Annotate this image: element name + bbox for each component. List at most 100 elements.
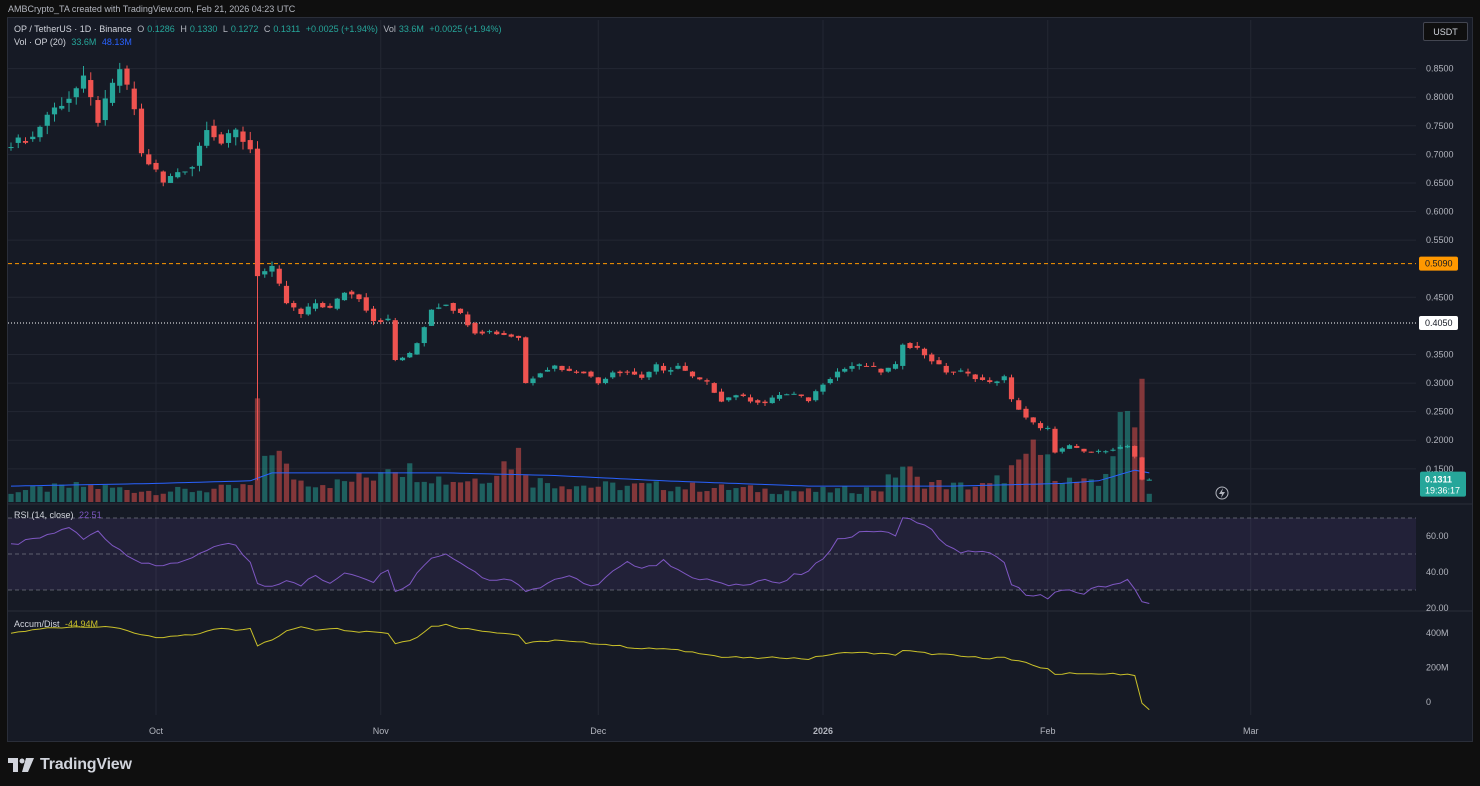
candle-body [370, 308, 377, 322]
candle-body [798, 394, 804, 396]
candle-body [269, 265, 275, 272]
volume-bar [88, 485, 94, 502]
volume-bar [805, 488, 812, 502]
rsi-tick-label: 60.00 [1426, 531, 1449, 541]
candle-body [544, 369, 551, 372]
candle-body [15, 137, 21, 143]
candle-body [791, 393, 797, 395]
alert-lightning-icon [1215, 486, 1229, 500]
candlesticks [8, 62, 1152, 481]
candle-body [631, 371, 638, 375]
candle-body [407, 352, 413, 358]
volume-bar [892, 477, 899, 502]
volume-bar [1016, 459, 1022, 502]
currency-unit-button[interactable]: USDT [1423, 22, 1468, 41]
chart-frame[interactable] [7, 17, 1473, 742]
candle-body [399, 357, 406, 361]
volume-bar [1074, 481, 1080, 502]
volume-bar [653, 481, 659, 502]
volume-bar [921, 488, 928, 502]
volume-bar [581, 485, 587, 502]
candle-body [182, 171, 188, 173]
candle-body [624, 371, 630, 373]
candle-body [1081, 448, 1087, 452]
volume-bar [146, 490, 152, 502]
volume-bar [784, 490, 790, 502]
volume-bar [588, 487, 594, 502]
candle-body [320, 303, 326, 308]
candle-body [486, 331, 493, 333]
volume-bar [182, 488, 188, 502]
volume-bar [813, 491, 819, 502]
tradingview-logo-icon [8, 758, 34, 772]
volume-bar [958, 482, 964, 502]
volume-bar [327, 488, 333, 502]
volume-bar [349, 481, 355, 502]
volume-bar [1132, 427, 1138, 502]
volume-bar [167, 491, 174, 502]
volume-bar [1023, 453, 1029, 502]
candle-body [530, 378, 536, 384]
volume-bar [421, 481, 427, 502]
volume-bar [436, 476, 442, 502]
candle-body [443, 304, 449, 306]
brand-name: TradingView [40, 756, 132, 773]
volume-bar [305, 486, 311, 502]
price-countdown-label: 19:36:17 [1425, 486, 1460, 496]
volume-bar [276, 450, 282, 502]
volume-bar [407, 463, 413, 502]
candle-body [827, 379, 833, 384]
volume-indicator-label: Vol · OP (20) [14, 37, 66, 47]
ad-tick-label: 400M [1426, 628, 1449, 638]
volume-bar [494, 475, 500, 502]
candle-body [711, 383, 717, 393]
volume-bar [22, 490, 29, 502]
candle-body [37, 126, 43, 138]
volume-bar [1037, 454, 1044, 502]
volume-bar [378, 472, 384, 502]
volume-bar [131, 492, 137, 502]
candle-body [1016, 400, 1022, 410]
candle-body [755, 400, 761, 403]
volume-bar [465, 481, 471, 502]
credit-text: AMBCrypto_TA created with TradingView.co… [8, 4, 296, 14]
candle-body [740, 394, 746, 397]
candle-body [1124, 445, 1131, 448]
candle-body [457, 308, 464, 313]
candle-body [921, 348, 928, 356]
rsi-line [10, 517, 1150, 604]
candle-body [595, 377, 601, 384]
candle-body [617, 371, 623, 374]
volume-bar [59, 484, 65, 502]
candle-body [581, 371, 587, 374]
volume-bar [769, 493, 775, 502]
volume-ma-value: 48.13M [101, 37, 132, 47]
volume-bar [943, 489, 949, 502]
high-label: H [180, 24, 187, 34]
ad-line [10, 623, 1150, 711]
volume-bar [675, 486, 681, 502]
volume-bar [138, 491, 145, 502]
volume-bar [225, 484, 232, 502]
candle-body [124, 68, 130, 85]
vol-label: Vol [383, 24, 396, 34]
volume-bar [1103, 473, 1109, 502]
price-tick-label: 0.5500 [1426, 235, 1454, 245]
candle-body [233, 129, 239, 138]
volume-bar [472, 478, 478, 502]
candle-body [349, 291, 355, 295]
volume-bar [856, 493, 862, 502]
volume-bar [175, 486, 181, 502]
volume-bar [283, 463, 290, 502]
candle-body [979, 377, 986, 380]
candle-body [51, 107, 58, 115]
candle-body [523, 337, 529, 384]
candle-body [298, 308, 304, 314]
candle-body [552, 365, 558, 369]
candle-body [95, 100, 101, 123]
candle-body [1059, 448, 1065, 452]
volume-bar [624, 485, 630, 502]
candle-body [805, 397, 812, 402]
candle-body [863, 365, 870, 367]
